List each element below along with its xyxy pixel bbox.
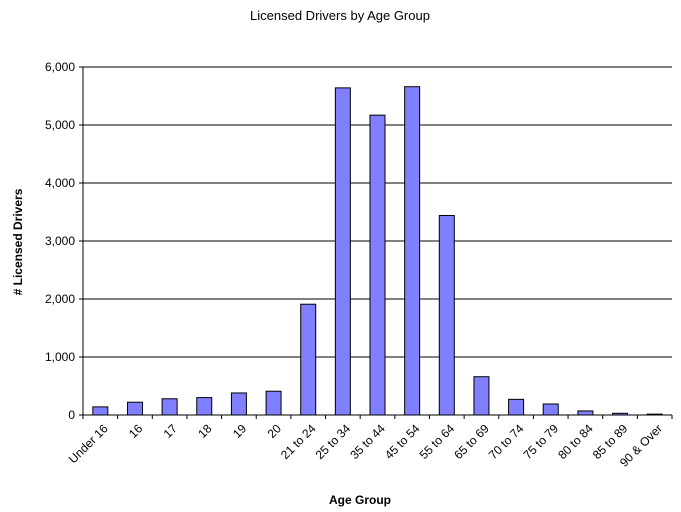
bar [230,392,247,416]
bar [300,303,317,416]
y-tick-label: 3,000 [45,234,75,248]
bar [438,214,455,416]
bar [404,86,421,416]
bar [369,114,386,416]
x-tick-label: 70 to 74 [486,421,527,462]
bar [126,401,143,416]
x-tick-label: 17 [161,421,181,441]
y-tick-label: 4,000 [45,176,75,190]
x-tick-label: 18 [195,421,215,441]
bar [542,403,559,416]
x-tick-label: 21 to 24 [278,421,319,462]
bar [161,398,178,416]
x-tick-label: 55 to 64 [417,421,458,462]
x-tick-label: 16 [126,421,146,441]
chart-title: Licensed Drivers by Age Group [250,8,430,23]
bar [196,397,213,416]
x-tick-label: 35 to 44 [347,421,388,462]
y-tick-label: 2,000 [45,292,75,306]
y-tick-label: 5,000 [45,118,75,132]
bar [92,406,109,416]
x-tick-label: 45 to 54 [382,421,423,462]
y-tick-label: 6,000 [45,60,75,74]
x-tick-label: 80 to 84 [555,421,596,462]
x-tick-label: 25 to 34 [313,421,354,462]
x-tick-label: 19 [230,421,250,441]
x-tick-label: 75 to 79 [521,421,562,462]
bar [577,410,594,416]
bar [473,376,490,416]
bar [646,413,663,416]
y-axis-label: # Licensed Drivers [11,188,25,295]
bar [508,398,525,416]
x-tick-label: 65 to 69 [451,421,492,462]
y-tick-label: 1,000 [45,350,75,364]
x-tick-label: 20 [265,421,285,441]
x-axis-label: Age Group [329,493,391,507]
bar [334,87,351,416]
x-tick-label: Under 16 [66,421,111,466]
y-tick-label: 0 [68,408,75,422]
bar [612,412,629,416]
bar [265,390,282,416]
